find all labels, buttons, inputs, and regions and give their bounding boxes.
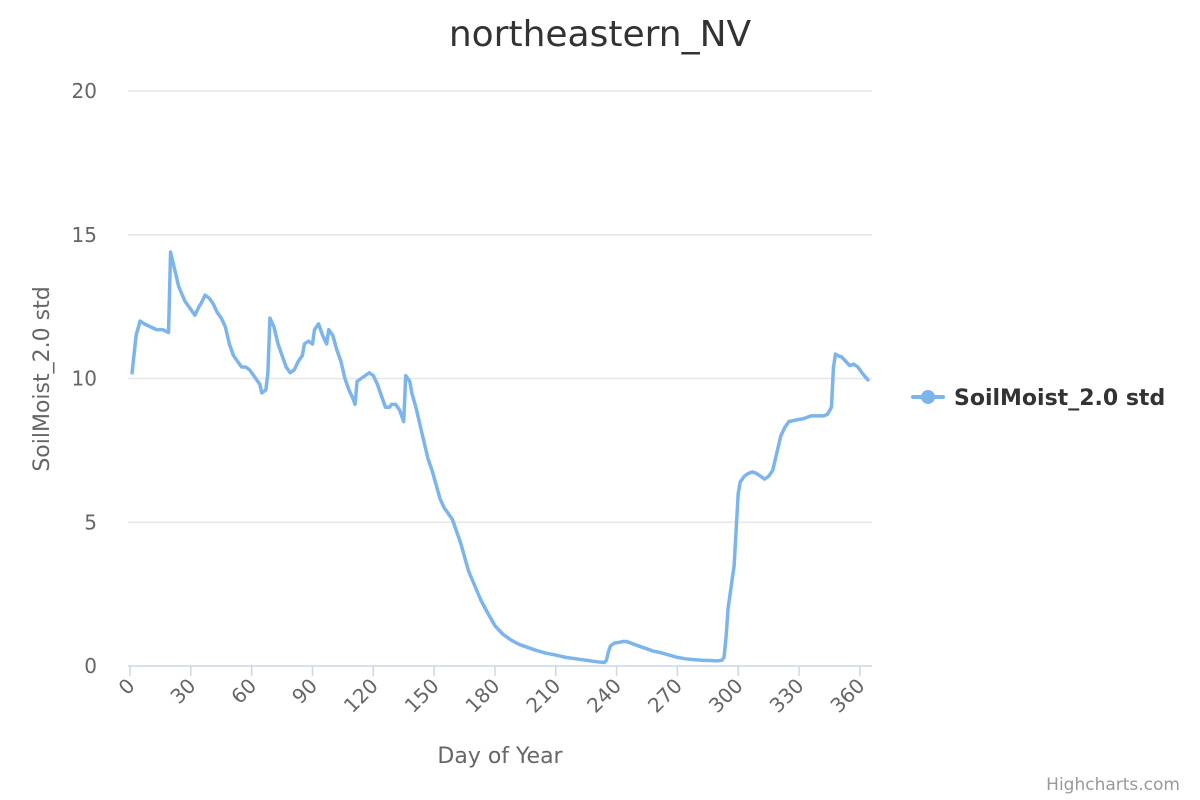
x-tick-label: 60	[226, 674, 261, 709]
series-group	[130, 250, 870, 665]
series-line[interactable]	[130, 250, 870, 665]
chart-title: northeastern_NV	[449, 14, 752, 55]
x-tick-label: 210	[521, 674, 565, 718]
y-tick-label: 10	[72, 367, 97, 391]
legend-marker-icon	[921, 390, 935, 404]
x-axis-title: Day of Year	[437, 744, 563, 769]
x-tick-label: 90	[287, 674, 322, 709]
y-tick-label: 0	[84, 654, 97, 678]
x-tick-label: 30	[165, 674, 200, 709]
x-tick-label: 180	[460, 674, 504, 718]
x-tick-label: 150	[400, 674, 444, 718]
legend-label[interactable]: SoilMoist_2.0 std	[954, 386, 1165, 411]
x-tick-label: 360	[825, 674, 869, 718]
y-tick-label: 5	[84, 510, 97, 534]
x-tick-label: 270	[643, 674, 687, 718]
y-axis-title: SoilMoist_2.0 std	[30, 286, 55, 471]
y-axis-labels: 0 5 10 15 20	[72, 79, 97, 678]
x-tick-label: 240	[582, 674, 626, 718]
x-tick-label: 120	[339, 674, 383, 718]
y-tick-label: 20	[72, 79, 97, 103]
x-tick-label: 330	[765, 674, 809, 718]
x-axis-labels: 0 30 60 90 120 150 180 210 240 270 300 330 360	[114, 666, 869, 718]
x-tick-label: 300	[704, 674, 748, 718]
y-tick-label: 15	[72, 223, 97, 247]
grid-lines	[128, 90, 872, 523]
legend-item[interactable]: SoilMoist_2.0 std	[911, 386, 1165, 411]
credits-link[interactable]: Highcharts.com	[1046, 775, 1180, 795]
x-tick-label: 0	[114, 674, 140, 700]
